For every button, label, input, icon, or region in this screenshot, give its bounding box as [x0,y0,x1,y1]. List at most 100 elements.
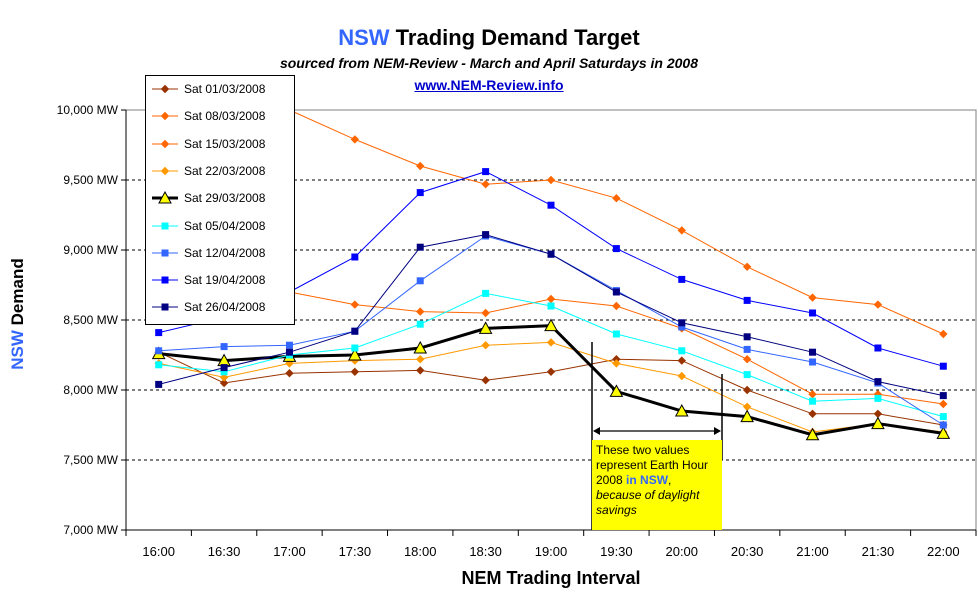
data-point [612,359,621,368]
data-point [677,371,686,381]
chart-subtitle: sourced from NEM-Review - March and Apri… [279,55,699,71]
data-point [808,293,817,302]
y-tick-label: 7,500 MW [63,453,118,467]
data-point [874,344,882,352]
legend-label: Sat 08/03/2008 [184,109,266,124]
data-point [416,366,425,375]
legend-label: Sat 15/03/2008 [184,136,266,151]
data-point [742,262,752,272]
data-point [219,378,229,388]
data-point [416,243,424,251]
data-point [808,409,817,419]
data-point [285,348,293,356]
data-point [609,384,624,397]
data-point [742,354,752,364]
data-point [482,231,490,239]
data-point [544,318,558,332]
legend-marker [161,222,169,229]
data-point [413,340,428,354]
data-point [482,289,490,297]
x-tick-label: 18:30 [469,544,502,559]
legend-swatch [152,249,178,257]
y-tick-label: 10,000 MW [57,103,119,117]
legend-marker [160,166,170,176]
x-tick-label: 21:30 [862,544,895,559]
y-tick-label: 9,500 MW [63,173,118,187]
data-point [220,343,228,351]
legend-label: Sat 26/04/2008 [184,300,266,315]
legend-item: Sat 29/03/2008 [150,188,265,208]
legend-label: Sat 01/03/2008 [184,82,266,96]
source-link[interactable]: www.NEM-Review.info [414,77,564,93]
data-point [285,368,294,378]
legend-marker [160,112,170,121]
data-point [677,356,686,365]
data-point [547,250,555,258]
title-rest: Trading Demand Target [389,25,640,50]
legend-swatch [152,191,178,204]
data-point [416,277,424,285]
y-tick-label: 7,000 MW [63,523,118,537]
data-point [939,392,947,400]
legend-swatch [152,166,178,176]
data-point [939,362,947,370]
data-point [674,403,689,417]
data-point [873,300,883,309]
legend-swatch [152,84,178,94]
legend-marker [160,139,170,148]
legend-label: Sat 12/04/2008 [184,245,266,260]
data-point [351,253,359,261]
x-tick-label: 20:00 [665,544,698,559]
x-axis-label: NEM Trading Interval [461,568,641,588]
data-point [740,409,754,423]
note-line3: because of daylight savings [596,488,700,517]
x-tick-label: 22:00 [927,544,960,559]
data-point [547,201,555,209]
data-point [612,193,621,203]
data-point [155,347,163,355]
data-point [743,371,751,379]
series-9 [155,231,947,400]
data-point [678,275,686,283]
legend-marker [160,84,170,94]
data-point [481,375,490,385]
legend-label: Sat 22/03/2008 [184,163,266,178]
data-point [416,161,425,171]
legend-swatch [152,139,178,148]
data-point [155,380,163,388]
data-point [874,378,882,386]
data-point [809,397,817,405]
legend-item: Sat 05/04/2008 [150,216,265,236]
data-point [482,168,490,176]
data-point [546,175,556,185]
data-point [547,302,555,310]
data-point [612,245,620,253]
note-highlight: in NSW [626,473,669,487]
data-point [939,413,947,421]
legend-item: Sat 01/03/2008 [150,79,265,99]
data-point [809,358,817,366]
note-line2: , [668,473,672,487]
data-point [677,226,686,235]
x-tick-label: 19:00 [535,544,568,559]
data-point [155,361,163,369]
legend-item: Sat 22/03/2008 [150,161,265,181]
data-point [416,354,425,364]
data-point [874,394,882,402]
data-point [416,320,424,328]
data-point [416,189,424,197]
ylabel-region: NSW [8,330,27,370]
data-point [285,341,293,349]
data-point [939,421,947,429]
data-point [481,308,490,318]
legend-marker [161,249,169,257]
x-tick-label: 17:30 [339,544,372,559]
data-point [743,296,751,304]
data-point [546,367,556,377]
x-tick-label: 18:00 [404,544,437,559]
data-point [350,135,360,144]
y-axis-ticks: 7,000 MW 7,500 MW 8,000 MW 8,500 MW 9,000 MW… [57,103,126,537]
data-point [546,338,556,347]
x-tick-label: 19:30 [600,544,633,559]
legend-marker [161,276,169,284]
